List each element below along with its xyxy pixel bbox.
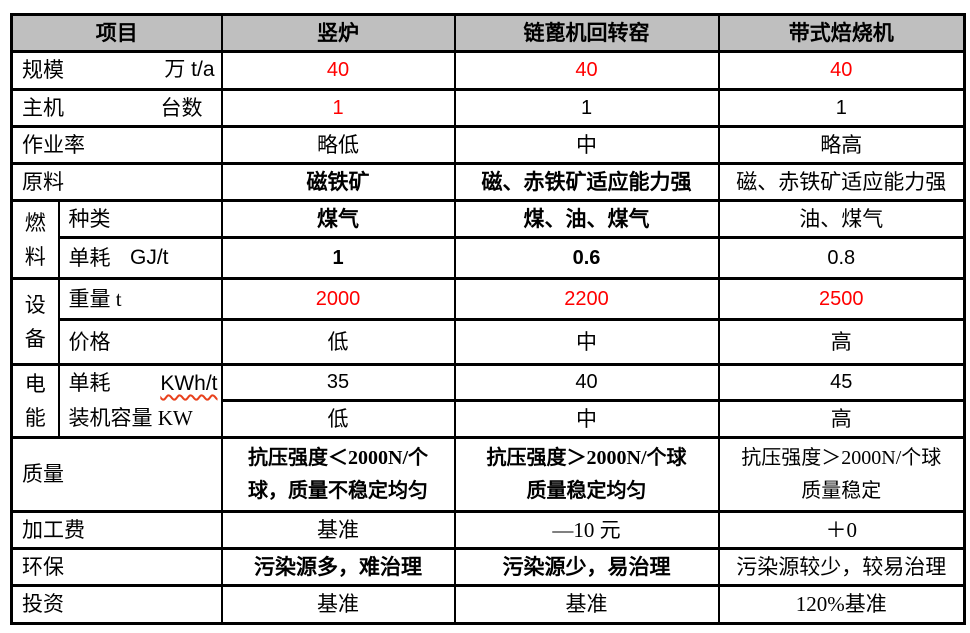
cell-quality-v2: 抗压强度＞2000N/个球 质量稳定均匀: [453, 436, 720, 513]
header-cell-shaft-furnace: 竖炉: [220, 13, 456, 53]
row-equipment-weight: 设 备 重量 t 2000 2200 2500: [10, 277, 966, 366]
cell-electricity-consumption-v1: 35: [220, 363, 456, 402]
row-mainframe: 主机 台数 1 1 1: [10, 88, 966, 128]
label-environment: 环保: [10, 547, 223, 587]
label-equipment-weight: 重量 t: [57, 277, 223, 321]
cell-fuel-consumption-v1: 1: [220, 236, 456, 280]
cell-mainframe-v2: 1: [453, 88, 720, 128]
cell-mainframe-v1: 1: [220, 88, 456, 128]
label-mainframe: 主机 台数: [10, 88, 223, 128]
label-text: 装机容量 KW: [68, 406, 193, 430]
header-cell-belt-roaster: 带式焙烧机: [717, 13, 966, 53]
cell-quality-v1: 抗压强度＜2000N/个 球，质量不稳定均匀: [220, 436, 456, 513]
quality-line: 质量稳定均匀: [526, 479, 647, 502]
label-scale: 规模 万 t/a: [10, 50, 223, 91]
cell-electricity-consumption-v2: 40: [453, 363, 720, 402]
row-electricity-consumption: 电 能 单耗 KWh/t 装机容量 KW 35 40 45: [10, 363, 966, 439]
cell-fuel-consumption-v2: 0.6: [453, 236, 720, 280]
quality-line: 球，质量不稳定均匀: [248, 479, 428, 502]
cell-investment-v1: 基准: [220, 584, 456, 625]
cell-environment-v3: 污染源较少，较易治理: [717, 547, 966, 587]
row-scale: 规模 万 t/a 40 40 40: [10, 50, 966, 91]
label-equipment-price: 价格: [57, 318, 223, 366]
cell-equipment-price-v3: 高: [717, 318, 966, 366]
cell-raw-material-v2: 磁、赤铁矿适应能力强: [453, 162, 720, 202]
quality-line: 抗压强度＞2000N/个球: [741, 446, 942, 469]
cell-fuel-type-v3: 油、煤气: [717, 199, 966, 239]
cell-operating-rate-v3: 略高: [717, 125, 966, 165]
unit-text: 万 t/a: [164, 58, 215, 82]
cell-raw-material-v1: 磁铁矿: [220, 162, 456, 202]
label-investment: 投资: [10, 584, 223, 625]
group-label-electricity: 电 能: [10, 363, 60, 439]
comparison-table: 项目 竖炉 链蓖机回转窑 带式焙烧机 规模 万 t/a 40 40 40 主机 台数…: [10, 13, 966, 625]
row-operating-rate: 作业率 略低 中 略高: [10, 125, 966, 165]
row-investment: 投资 基准 基准 120%基准: [10, 584, 966, 625]
quality-line: 质量稳定: [801, 479, 882, 502]
cell-fuel-type-v1: 煤气: [220, 199, 456, 239]
cell-mainframe-v3: 1: [717, 88, 966, 128]
row-quality: 质量 抗压强度＜2000N/个 球，质量不稳定均匀 抗压强度＞2000N/个球 …: [10, 436, 966, 513]
unit-text: GJ/t: [129, 245, 169, 269]
cell-processing-fee-v1: 基准: [220, 510, 456, 550]
cell-electricity-capacity-v3: 高: [717, 399, 966, 439]
label-electricity: 单耗 KWh/t 装机容量 KW: [57, 363, 223, 439]
cell-electricity-consumption-v3: 45: [717, 363, 966, 402]
cell-electricity-capacity-v1: 低: [220, 399, 456, 439]
cell-equipment-weight-v1: 2000: [220, 277, 456, 321]
group-label-fuel: 燃 料: [10, 199, 60, 280]
cell-fuel-type-v2: 煤、油、煤气: [453, 199, 720, 239]
label-text: 单耗: [68, 371, 111, 395]
row-raw-material: 原料 磁铁矿 磁、赤铁矿适应能力强 磁、赤铁矿适应能力强: [10, 162, 966, 202]
row-fuel-consumption: 单耗 GJ/t 1 0.6 0.8: [12, 236, 966, 280]
label-fuel-consumption: 单耗 GJ/t: [57, 236, 223, 280]
cell-scale-v3: 40: [717, 50, 966, 91]
group-label-equipment: 设 备: [10, 277, 60, 366]
label-text: 规模: [22, 58, 64, 83]
header-cell-grate-kiln: 链蓖机回转窑: [453, 13, 720, 53]
cell-processing-fee-v2: —10 元: [453, 510, 720, 550]
unit-text: 台数: [160, 95, 203, 120]
cell-environment-v2: 污染源少，易治理: [453, 547, 720, 587]
cell-equipment-weight-v3: 2500: [717, 277, 966, 321]
cell-investment-v3: 120%基准: [717, 584, 966, 625]
row-environment: 环保 污染源多，难治理 污染源少，易治理 污染源较少，较易治理: [10, 547, 966, 587]
cell-operating-rate-v1: 略低: [220, 125, 456, 165]
row-fuel-type: 燃 料 种类 煤气 煤、油、煤气 油、煤气: [10, 199, 966, 280]
group-char: 燃: [24, 210, 46, 235]
row-equipment-price: 价格 低 中 高: [12, 318, 966, 366]
row-electricity-capacity: 低 中 高: [12, 399, 966, 439]
quality-line: 抗压强度＜2000N/个: [248, 446, 428, 469]
cell-equipment-price-v1: 低: [220, 318, 456, 366]
cell-processing-fee-v3: ＋0: [717, 510, 966, 550]
label-text: 单耗: [68, 245, 111, 270]
group-char: 设: [24, 292, 46, 317]
header-cell-item: 项目: [10, 13, 223, 53]
quality-line: 抗压强度＞2000N/个球: [486, 446, 687, 469]
group-char: 电: [24, 372, 46, 396]
cell-fuel-consumption-v3: 0.8: [717, 236, 966, 280]
header-row: 项目 竖炉 链蓖机回转窑 带式焙烧机: [10, 13, 966, 53]
label-processing-fee: 加工费: [10, 510, 223, 550]
unit-text-misspell-underline: KWh/t: [160, 372, 218, 395]
cell-raw-material-v3: 磁、赤铁矿适应能力强: [717, 162, 966, 202]
cell-investment-v2: 基准: [453, 584, 720, 625]
label-operating-rate: 作业率: [10, 125, 223, 165]
cell-scale-v1: 40: [220, 50, 456, 91]
cell-scale-v2: 40: [453, 50, 720, 91]
group-char: 备: [24, 326, 46, 351]
cell-quality-v3: 抗压强度＞2000N/个球 质量稳定: [717, 436, 966, 513]
group-char: 能: [24, 406, 46, 430]
label-fuel-type: 种类: [57, 199, 223, 239]
cell-equipment-price-v2: 中: [453, 318, 720, 366]
cell-electricity-capacity-v2: 中: [453, 399, 720, 439]
label-quality: 质量: [10, 436, 223, 513]
group-char: 料: [24, 244, 46, 269]
cell-equipment-weight-v2: 2200: [453, 277, 720, 321]
row-processing-fee: 加工费 基准 —10 元 ＋0: [10, 510, 966, 550]
cell-environment-v1: 污染源多，难治理: [220, 547, 456, 587]
label-text: 主机: [22, 95, 64, 120]
label-raw-material: 原料: [10, 162, 223, 202]
cell-operating-rate-v2: 中: [453, 125, 720, 165]
